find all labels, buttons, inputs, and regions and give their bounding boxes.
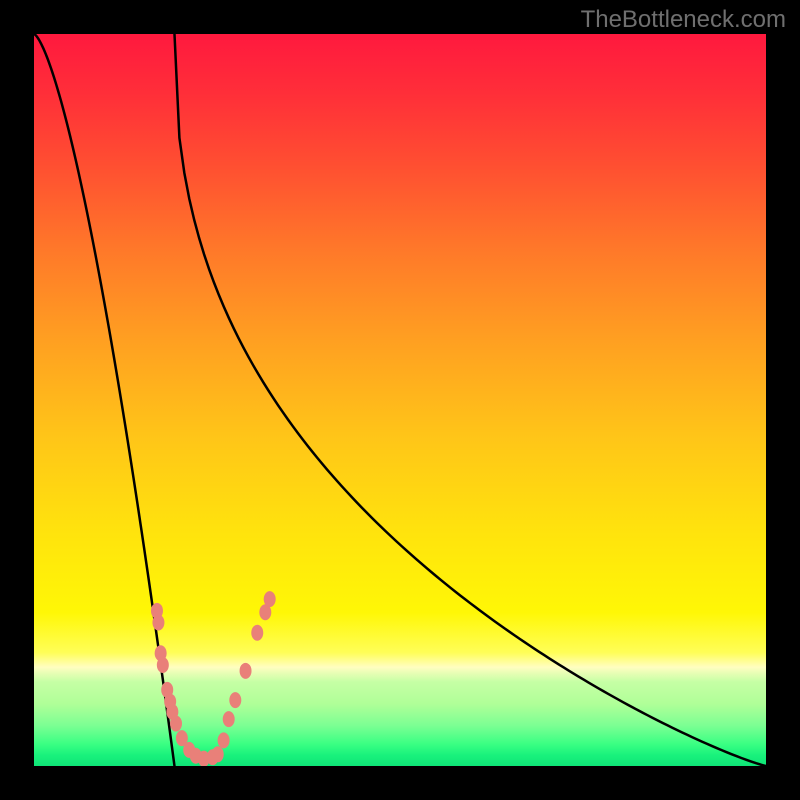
marker-point [251,625,263,641]
marker-point [152,615,164,631]
marker-point [223,711,235,727]
watermark-text: TheBottleneck.com [581,6,786,34]
marker-point [212,746,224,762]
plot-background-gradient [34,34,766,766]
marker-point [157,657,169,673]
marker-point [240,663,252,679]
chart-canvas [0,0,800,800]
marker-point [229,692,241,708]
marker-point [264,591,276,607]
marker-point [218,732,230,748]
marker-point [170,716,182,732]
